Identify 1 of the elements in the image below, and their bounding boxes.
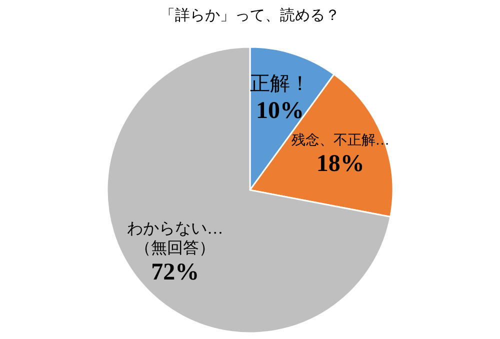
title: 「詳らか」って、読める？ — [160, 8, 340, 24]
